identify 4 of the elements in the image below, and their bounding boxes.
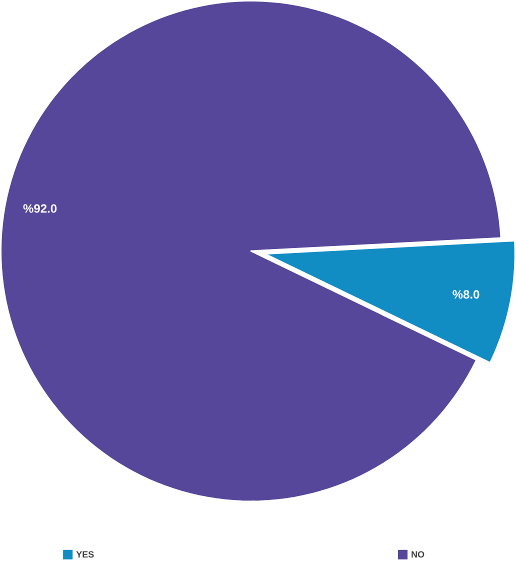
data-label: %92.0: [23, 204, 57, 213]
legend-label: NO: [412, 551, 424, 558]
legend-label: YES: [76, 551, 94, 558]
data-label: %8.0: [452, 290, 480, 299]
